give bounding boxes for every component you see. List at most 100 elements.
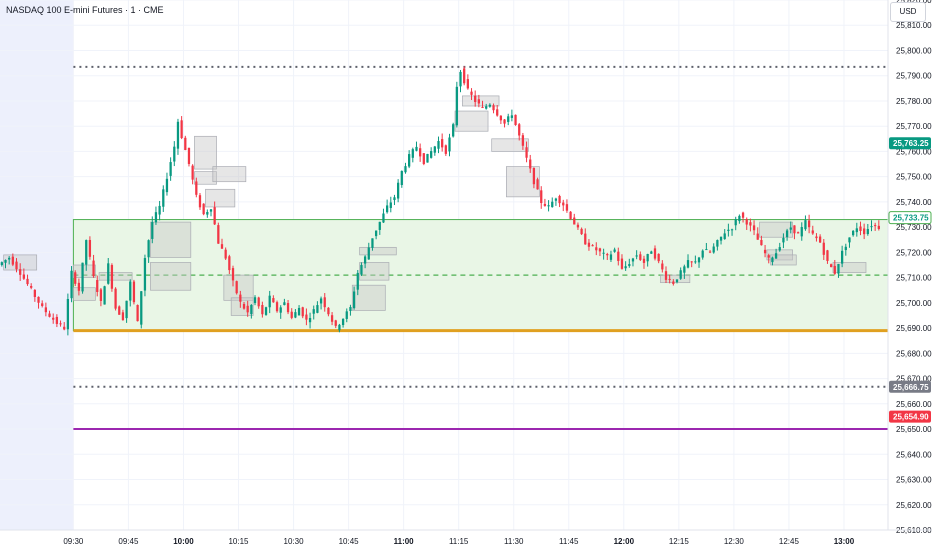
candle-body	[668, 278, 671, 280]
candle-body	[92, 260, 95, 277]
price-tick-label: 25,770.00	[896, 122, 932, 131]
candle-body	[863, 228, 866, 235]
candle-body	[646, 253, 649, 262]
candle-body	[708, 251, 712, 253]
candle-body	[609, 254, 613, 260]
candle-body	[33, 290, 36, 297]
candle-body	[650, 251, 653, 254]
candle-body	[624, 266, 627, 269]
candle-body	[477, 99, 480, 104]
candle-body	[756, 233, 759, 240]
candle-body	[492, 105, 495, 111]
candle-body	[389, 202, 392, 208]
time-tick-label: 09:45	[118, 537, 139, 546]
candle-body	[826, 250, 829, 261]
candle-body	[481, 107, 484, 109]
candle-body	[121, 312, 125, 321]
candle-body	[217, 225, 220, 244]
candle-body	[639, 254, 642, 260]
imbalance-box	[770, 254, 797, 266]
imbalance-box	[212, 166, 247, 183]
candle-body	[463, 68, 466, 84]
candle-body	[385, 205, 389, 213]
candle-body	[576, 224, 580, 228]
candle-body	[327, 307, 330, 315]
candle-body	[48, 313, 51, 317]
candle-body	[690, 261, 693, 263]
candle-body	[151, 222, 154, 239]
time-tick-label: 13:00	[834, 537, 855, 546]
candle-body	[569, 211, 572, 219]
candle-body	[382, 213, 385, 223]
imbalance-box	[359, 262, 390, 281]
candle-body	[129, 281, 132, 301]
candle-body	[286, 303, 290, 313]
candle-body	[85, 240, 88, 265]
candle-body	[341, 318, 345, 326]
candle-body	[176, 121, 180, 149]
price-tick-label: 25,780.00	[896, 97, 932, 106]
candle-body	[338, 324, 341, 331]
candle-body	[855, 228, 858, 233]
price-tick-label: 25,730.00	[896, 223, 932, 232]
price-tick-label: 25,760.00	[896, 147, 932, 156]
candle-body	[441, 139, 444, 148]
price-tick-label: 25,790.00	[896, 72, 932, 81]
candle-body	[716, 240, 719, 247]
candle-body	[870, 226, 873, 228]
candle-body	[679, 270, 682, 279]
candle-body	[158, 205, 161, 215]
candle-body	[323, 297, 326, 308]
candle-body	[419, 148, 422, 157]
candle-body	[628, 264, 631, 266]
candle-body	[242, 303, 246, 309]
candle-body	[147, 240, 150, 258]
candle-body	[15, 261, 18, 270]
candle-body	[470, 91, 473, 95]
currency-button[interactable]: USD	[890, 2, 926, 22]
candle-body	[220, 244, 224, 249]
imbalance-box	[832, 262, 867, 273]
candle-body	[521, 135, 525, 146]
candle-body	[235, 281, 238, 294]
candle-body	[529, 159, 532, 169]
candle-body	[312, 309, 315, 314]
candle-body	[741, 212, 745, 218]
candle-body	[547, 205, 550, 207]
candle-body	[540, 190, 543, 204]
candle-body	[712, 246, 715, 253]
candle-body	[396, 182, 400, 199]
candle-body	[852, 230, 855, 236]
candle-body	[562, 202, 565, 206]
candle-body	[613, 249, 616, 252]
candle-body	[437, 141, 440, 149]
imbalance-box	[454, 110, 489, 132]
candle-body	[591, 245, 594, 247]
price-label-tag	[888, 211, 932, 225]
candle-body	[136, 304, 139, 322]
price-tick-label: 25,660.00	[896, 400, 932, 409]
candle-body	[264, 307, 268, 315]
candle-body	[818, 236, 822, 243]
candle-body	[261, 304, 264, 315]
candle-body	[22, 274, 25, 279]
candle-body	[162, 189, 165, 207]
candle-body	[686, 260, 690, 268]
price-label-text: 25,654.90	[893, 413, 929, 422]
price-tick-label: 25,800.00	[896, 46, 932, 55]
candle-body	[510, 115, 514, 118]
candle-body	[433, 146, 436, 153]
candle-body	[367, 247, 370, 260]
candle-body	[107, 263, 110, 284]
candle-body	[580, 228, 583, 235]
candle-body	[180, 120, 183, 139]
candle-body	[503, 119, 506, 124]
candle-body	[70, 270, 73, 299]
price-tick-label: 25,720.00	[896, 248, 932, 257]
candle-body	[543, 203, 547, 206]
candle-body	[44, 307, 48, 313]
price-tick-label: 25,650.00	[896, 425, 932, 434]
candle-body	[297, 307, 301, 316]
price-label-text: 25,733.75	[893, 214, 929, 223]
